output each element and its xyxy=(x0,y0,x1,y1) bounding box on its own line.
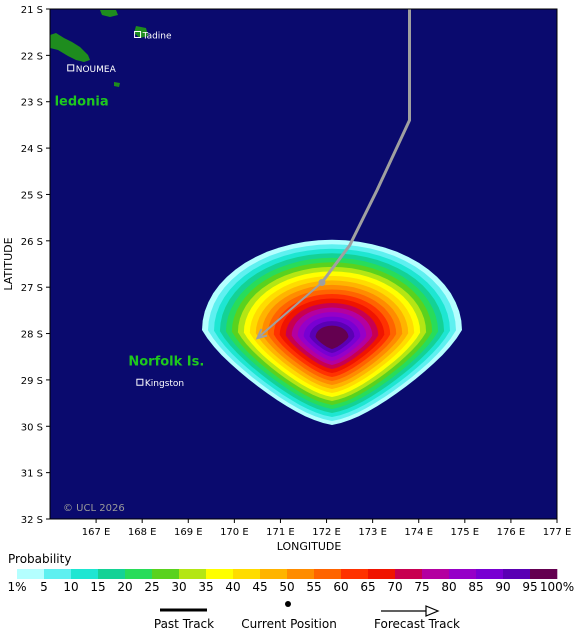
lat-tick-label: 31 S xyxy=(21,469,43,480)
lat-tick-label: 21 S xyxy=(21,5,43,16)
legend-label: 85 xyxy=(468,580,483,594)
legend-label: 90 xyxy=(495,580,510,594)
lon-axis: 167 E 168 E 169 E 170 E 171 E 172 E 173 E 174 E… xyxy=(82,519,572,538)
legend-label: 95 xyxy=(522,580,537,594)
legend-swatch xyxy=(260,569,288,579)
current-position-symbol xyxy=(285,601,291,607)
lon-tick-label: 177 E xyxy=(543,527,572,538)
legend-swatch xyxy=(395,569,423,579)
legend-swatch xyxy=(314,569,342,579)
land-layer xyxy=(50,10,148,87)
lat-tick-label: 25 S xyxy=(21,190,43,201)
new-caledonia-land xyxy=(50,33,90,62)
probability-legend: 1% 5 10 15 20 25 30 35 40 45 50 55 60 65 70 75 80 85 90 95 1… xyxy=(7,569,574,594)
copyright-text: © UCL 2026 xyxy=(63,503,125,514)
legend-swatch xyxy=(206,569,234,579)
forecast-arrowhead xyxy=(255,328,268,340)
lon-tick-label: 175 E xyxy=(451,527,480,538)
legend-swatch xyxy=(233,569,261,579)
legend-swatch xyxy=(44,569,72,579)
legend-label: 45 xyxy=(252,580,267,594)
legend-label: 70 xyxy=(387,580,402,594)
mare-island-land xyxy=(114,82,120,87)
legend-label: 35 xyxy=(198,580,213,594)
place-marker xyxy=(134,31,142,38)
place-marker xyxy=(136,378,144,386)
track-legend: Past Track Current Position Forecast Tra… xyxy=(154,601,460,631)
region-label: Norfolk Is. xyxy=(128,354,204,369)
legend-label: 60 xyxy=(333,580,348,594)
lon-tick-label: 170 E xyxy=(220,527,249,538)
legend-swatch xyxy=(179,569,207,579)
lat-tick-label: 29 S xyxy=(21,376,43,387)
legend-label: 30 xyxy=(171,580,186,594)
x-axis-title: LONGITUDE xyxy=(277,540,342,553)
lon-tick-label: 174 E xyxy=(404,527,433,538)
legend-swatch xyxy=(98,569,126,579)
legend-label: 55 xyxy=(306,580,321,594)
legend-swatch xyxy=(125,569,153,579)
lon-tick-label: 173 E xyxy=(358,527,387,538)
legend-label: 75 xyxy=(414,580,429,594)
lat-tick-label: 27 S xyxy=(21,283,43,294)
place-name: Tadine xyxy=(142,32,172,42)
legend-label: 25 xyxy=(144,580,159,594)
lat-tick-label: 32 S xyxy=(21,515,43,526)
storm-track xyxy=(255,9,411,340)
past-track-line xyxy=(320,9,411,284)
legend-label: 80 xyxy=(441,580,456,594)
legend-label: 50 xyxy=(279,580,294,594)
loyalty-islands-land xyxy=(100,10,118,17)
place-labels: Tadine NOUMEA Kingston ledonia Norfolk Is. xyxy=(55,31,204,389)
lon-tick-label: 171 E xyxy=(266,527,295,538)
lat-axis: 21 S 22 S 23 S 24 S 25 S 26 S 27 S 28 S 29 S 30 S… xyxy=(21,5,50,526)
lat-tick-label: 30 S xyxy=(21,422,43,433)
region-label: ledonia xyxy=(55,95,109,110)
legend-swatch xyxy=(17,569,45,579)
lon-tick-label: 167 E xyxy=(82,527,111,538)
place-marker xyxy=(67,64,75,72)
legend-swatch xyxy=(71,569,99,579)
current-position-marker xyxy=(318,279,326,287)
lat-tick-label: 24 S xyxy=(21,144,43,155)
legend-swatch xyxy=(287,569,315,579)
legend-swatch xyxy=(503,569,531,579)
legend-swatch xyxy=(152,569,180,579)
y-axis-title: LATITUDE xyxy=(2,237,15,290)
legend-label: 5 xyxy=(40,580,48,594)
legend-swatch xyxy=(449,569,477,579)
lat-tick-label: 22 S xyxy=(21,51,43,62)
forecast-arrowhead-symbol xyxy=(425,605,440,617)
past-track-label: Past Track xyxy=(154,617,214,631)
lat-tick-label: 23 S xyxy=(21,98,43,109)
legend-swatch xyxy=(341,569,369,579)
current-position-label: Current Position xyxy=(241,617,337,631)
legend-swatch xyxy=(368,569,396,579)
lat-tick-label: 26 S xyxy=(21,237,43,248)
lon-tick-label: 172 E xyxy=(312,527,341,538)
place-name: Kingston xyxy=(145,379,184,389)
legend-title: Probability xyxy=(8,552,71,566)
legend-label: 100% xyxy=(540,580,574,594)
legend-label: 20 xyxy=(117,580,132,594)
legend-label: 1% xyxy=(7,580,26,594)
legend-label: 15 xyxy=(90,580,105,594)
place-name: NOUMEA xyxy=(76,65,117,75)
forecast-track-label: Forecast Track xyxy=(374,617,460,631)
lon-tick-label: 168 E xyxy=(128,527,157,538)
lon-tick-label: 176 E xyxy=(497,527,526,538)
legend-label: 10 xyxy=(63,580,78,594)
legend-swatch xyxy=(530,569,558,579)
legend-swatch xyxy=(422,569,450,579)
legend-label: 65 xyxy=(360,580,375,594)
forecast-track-line xyxy=(256,281,323,339)
lat-tick-label: 28 S xyxy=(21,330,43,341)
legend-swatch xyxy=(476,569,504,579)
probability-contour xyxy=(315,325,349,349)
lon-tick-label: 169 E xyxy=(174,527,203,538)
map-frame xyxy=(49,8,558,520)
legend-label: 40 xyxy=(225,580,240,594)
